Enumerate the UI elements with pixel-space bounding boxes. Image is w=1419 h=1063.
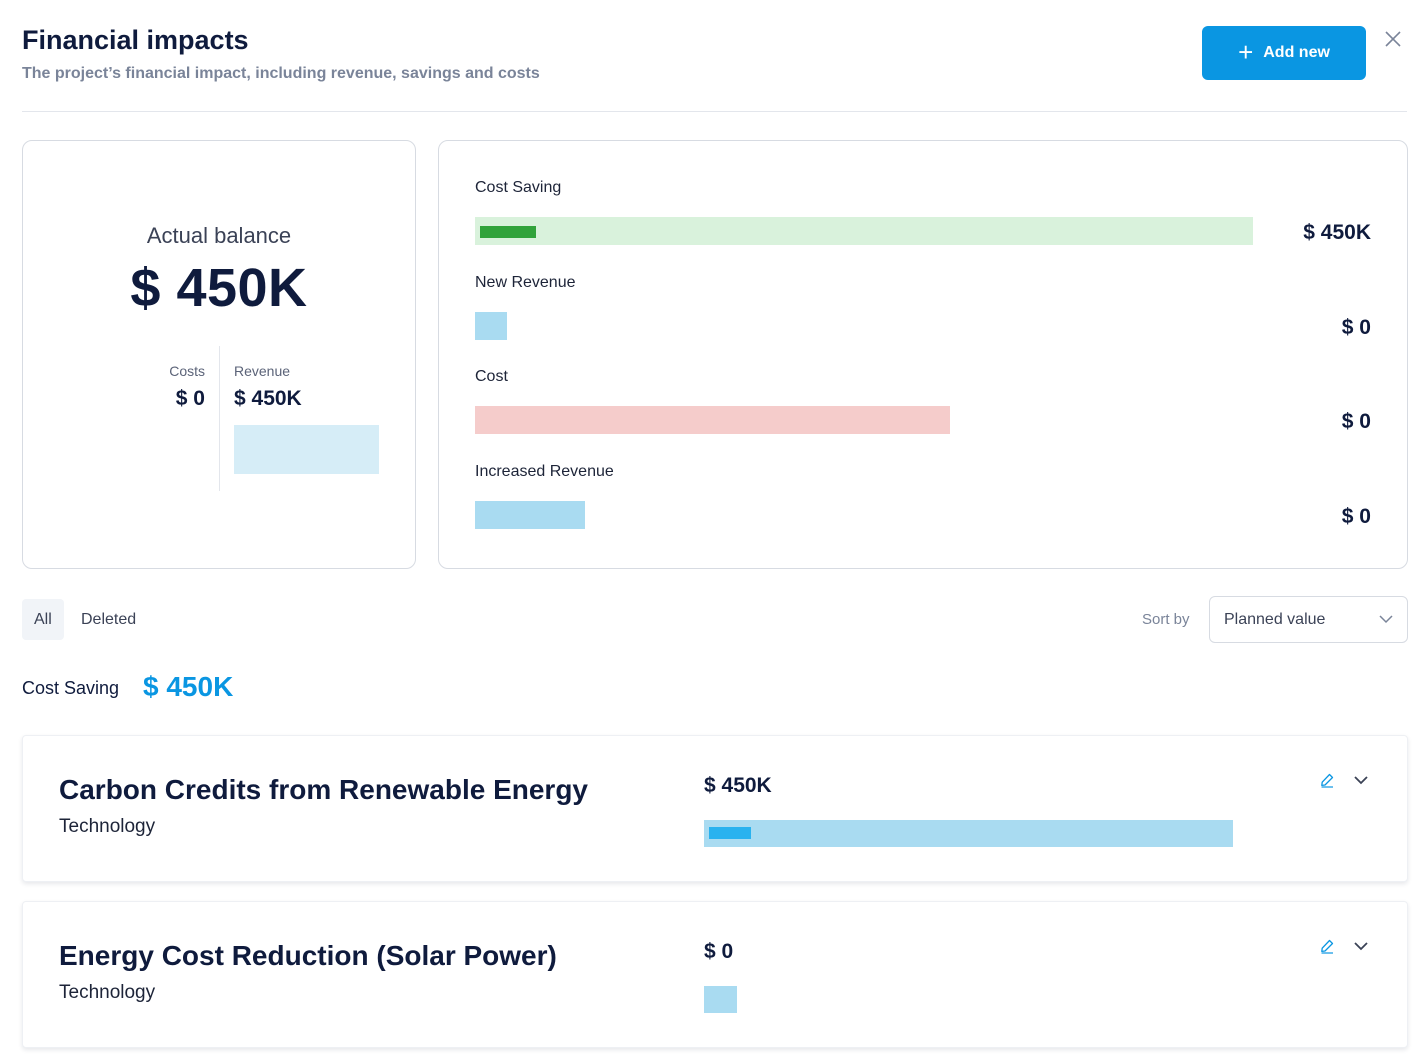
section-total: $ 450K — [143, 671, 234, 702]
chevron-down-icon[interactable] — [1353, 774, 1369, 786]
actual-balance-card: Actual balance $ 450K Costs $ 0 Revenue … — [22, 140, 416, 569]
actual-balance-value: $ 450K — [130, 258, 308, 318]
chevron-down-icon[interactable] — [1353, 940, 1369, 952]
edit-icon[interactable] — [1319, 938, 1335, 954]
plus-icon: + — [1238, 37, 1254, 67]
tab-deleted[interactable]: Deleted — [81, 610, 137, 628]
revenue-value: $ 450K — [234, 387, 302, 410]
breakdown-row-increased-revenue: Increased Revenue $ 0 — [475, 463, 1371, 543]
revenue-label: Revenue — [234, 363, 291, 379]
revenue-bar — [234, 425, 379, 474]
divider — [219, 346, 220, 491]
impact-row[interactable]: Energy Cost Reduction (Solar Power) Tech… — [22, 901, 1408, 1048]
breakdown-label: New Revenue — [475, 274, 576, 291]
breakdown-value: $ 450K — [1303, 221, 1371, 244]
cost-bar-track — [475, 406, 950, 434]
breakdown-row-cost: Cost $ 0 — [475, 368, 1371, 448]
costs-label: Costs — [169, 363, 205, 379]
tab-all[interactable]: All — [22, 599, 64, 640]
actual-balance-label: Actual balance — [146, 223, 292, 248]
page-title: Financial impacts — [22, 25, 249, 55]
breakdown-label: Cost Saving — [475, 179, 562, 196]
page-subtitle: The project’s financial impact, includin… — [22, 65, 540, 82]
close-icon[interactable] — [1382, 28, 1404, 50]
breakdown-row-new-revenue: New Revenue $ 0 — [475, 274, 1371, 354]
add-new-button[interactable]: + Add new — [1202, 26, 1366, 80]
chevron-down-icon — [1379, 615, 1393, 624]
increased-revenue-bar-track — [475, 501, 585, 529]
breakdown-card: Cost Saving $ 450K New Revenue $ 0 Cost … — [438, 140, 1408, 569]
impact-bar-fill — [709, 827, 751, 839]
breakdown-row-cost-saving: Cost Saving $ 450K — [475, 179, 1371, 259]
sort-by-label: Sort by — [1142, 611, 1190, 628]
cost-saving-bar-fill — [480, 226, 536, 238]
impact-bar-track — [704, 986, 737, 1013]
sort-select[interactable]: Planned value — [1209, 596, 1408, 643]
header: Financial impacts The project’s financia… — [22, 22, 1407, 112]
breakdown-value: $ 0 — [1341, 316, 1371, 339]
add-new-label: Add new — [1263, 44, 1330, 61]
breakdown-label: Cost — [475, 368, 508, 385]
impact-title: Energy Cost Reduction (Solar Power) — [59, 940, 557, 971]
new-revenue-bar-track — [475, 312, 507, 340]
breakdown-label: Increased Revenue — [475, 463, 614, 480]
impact-category: Technology — [59, 816, 156, 837]
breakdown-value: $ 0 — [1341, 505, 1371, 528]
cost-saving-bar-track — [475, 217, 1253, 245]
impact-category: Technology — [59, 982, 156, 1003]
costs-value: $ 0 — [175, 387, 205, 410]
edit-icon[interactable] — [1319, 772, 1335, 788]
breakdown-value: $ 0 — [1341, 410, 1371, 433]
impact-row[interactable]: Carbon Credits from Renewable Energy Tec… — [22, 735, 1408, 882]
sort-selected-value: Planned value — [1224, 610, 1326, 628]
impact-bar-track — [704, 820, 1233, 847]
impact-value: $ 450K — [704, 774, 772, 797]
impact-value: $ 0 — [704, 940, 734, 963]
impact-title: Carbon Credits from Renewable Energy — [59, 774, 589, 805]
section-label: Cost Saving — [22, 678, 120, 698]
